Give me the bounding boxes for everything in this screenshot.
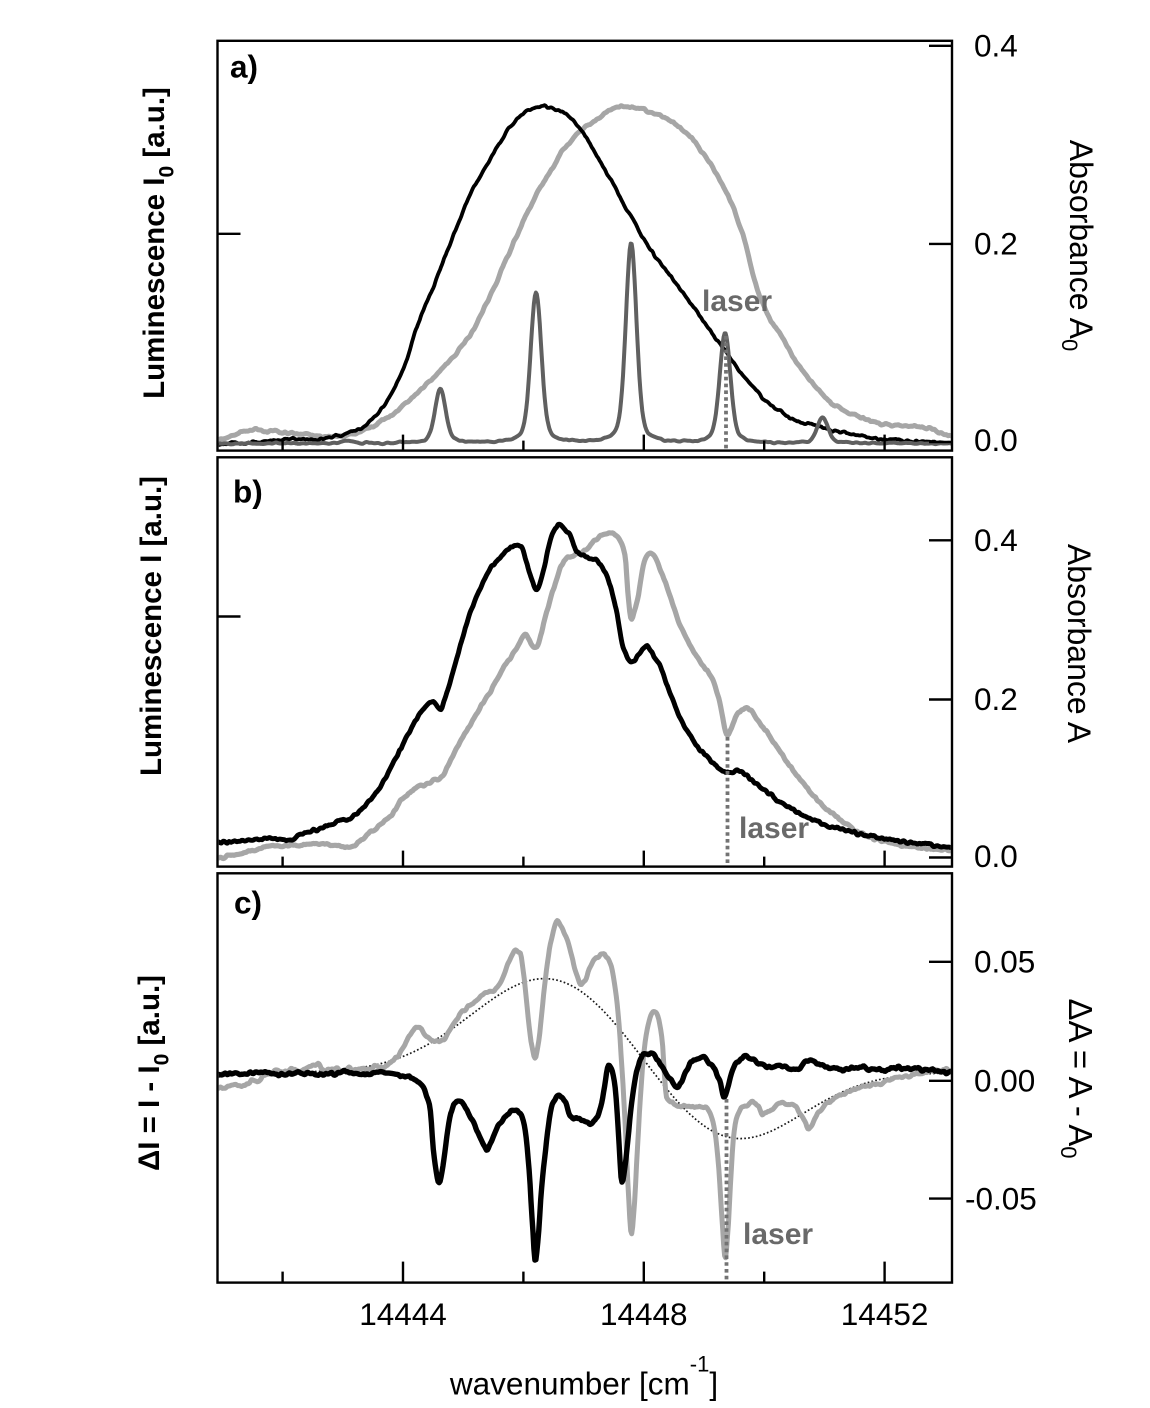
svg-text:laser: laser [702,285,772,318]
svg-text:0.00: 0.00 [974,1063,1035,1099]
svg-text:0.0: 0.0 [974,838,1018,874]
svg-text:0.2: 0.2 [974,681,1018,717]
svg-text:0.4: 0.4 [974,522,1018,558]
svg-text:14452: 14452 [841,1296,929,1332]
svg-text:Absorbance A: Absorbance A [1061,544,1097,744]
svg-text:0.0: 0.0 [974,422,1018,458]
svg-text:0.4: 0.4 [974,28,1018,64]
svg-text:c): c) [234,885,262,921]
svg-text:a): a) [230,49,258,85]
svg-text:b): b) [233,474,263,510]
svg-text:-0.05: -0.05 [965,1181,1037,1217]
svg-text:14448: 14448 [600,1296,688,1332]
svg-text:0.05: 0.05 [974,944,1035,980]
svg-text:Absorbance A0: Absorbance A0 [1057,140,1099,352]
svg-text:laser: laser [743,1218,813,1251]
svg-text:0.2: 0.2 [974,226,1018,262]
svg-text:14444: 14444 [359,1296,447,1332]
svg-text:ΔA = A - A0: ΔA = A - A0 [1056,999,1099,1159]
svg-text:Luminescence I [a.u.]: Luminescence I [a.u.] [135,476,168,776]
svg-text:laser: laser [739,812,809,845]
